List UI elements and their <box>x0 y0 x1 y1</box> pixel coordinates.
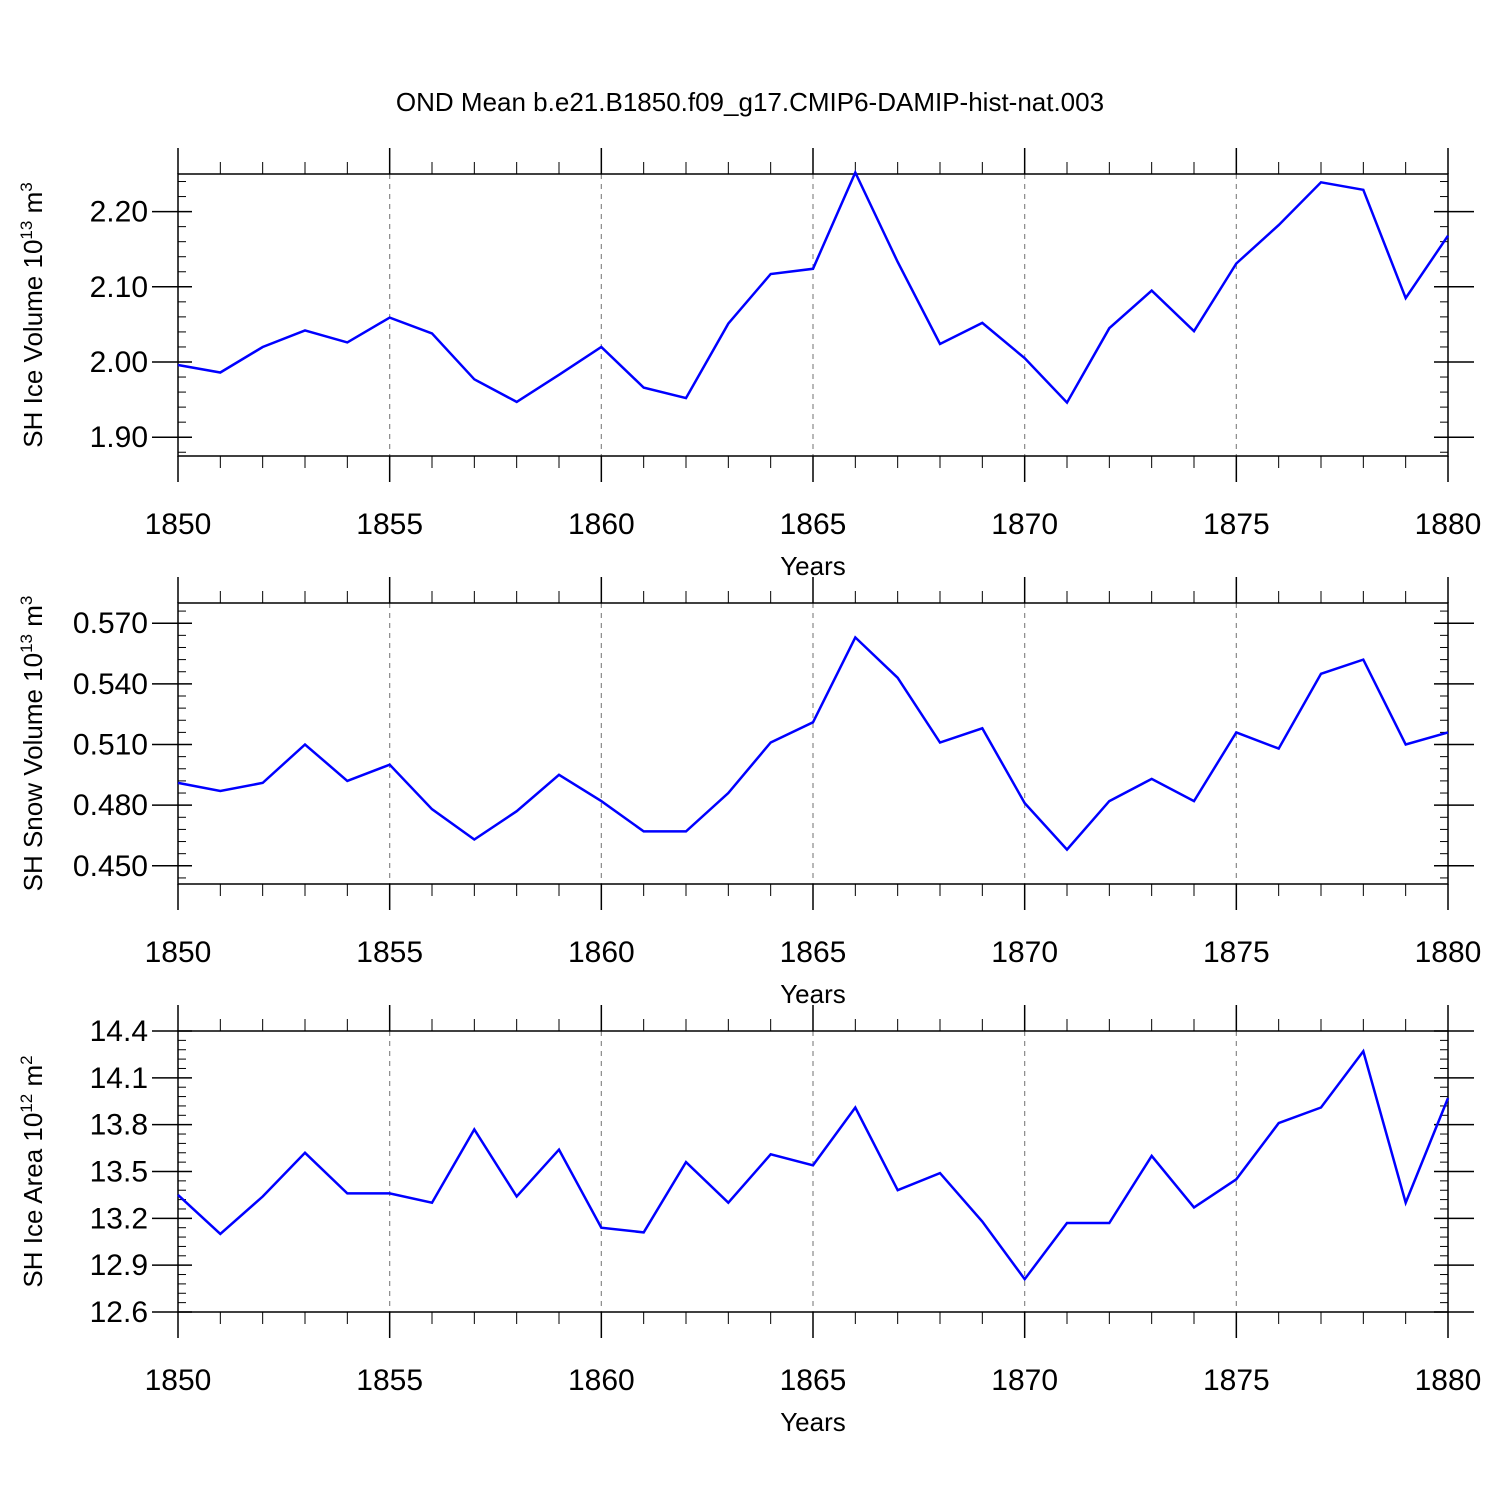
chart-title: OND Mean b.e21.B1850.f09_g17.CMIP6-DAMIP… <box>396 87 1104 117</box>
series-line <box>177 1048 1450 1282</box>
x-tick-label: 1855 <box>356 1364 423 1397</box>
x-tick-label: 1850 <box>145 1364 212 1397</box>
plot-frame <box>177 1030 1449 1313</box>
y-tick-label: 14.1 <box>90 1062 148 1095</box>
y-tick-label: 0.570 <box>73 607 148 640</box>
x-tick-label: 1875 <box>1203 1364 1270 1397</box>
plot-frame <box>177 173 1449 457</box>
x-tick-label: 1870 <box>991 936 1058 969</box>
x-axis-title: Years <box>780 979 846 1009</box>
series-line <box>177 169 1450 405</box>
x-tick-label: 1850 <box>145 508 212 541</box>
x-tick-label: 1855 <box>356 936 423 969</box>
y-tick-label: 1.90 <box>90 421 148 454</box>
series-line <box>177 635 1449 852</box>
y-tick-label: 14.4 <box>90 1015 148 1048</box>
x-tick-label: 1880 <box>1415 1364 1482 1397</box>
x-axis-title: Years <box>780 551 846 581</box>
chart-panels: 1.90 2.00 2.10 2.20 1850 1855 1860 1865 1870 1875… <box>17 148 1481 1437</box>
x-tick-label: 1860 <box>568 1364 635 1397</box>
x-tick-label: 1865 <box>780 936 847 969</box>
x-tick-label: 1875 <box>1203 508 1270 541</box>
x-tick-label: 1860 <box>568 508 635 541</box>
y-axis-title: SH Ice Volume 1013 m3 <box>17 182 48 447</box>
x-axis-title: Years <box>780 1407 846 1437</box>
panel-2: 0.450 0.480 0.510 0.540 0.570 1850 1855 1860 186… <box>17 577 1481 1009</box>
x-tick-label: 1865 <box>780 508 847 541</box>
y-tick-label: 2.10 <box>90 271 148 304</box>
y-tick-label: 2.00 <box>90 346 148 379</box>
x-tick-label: 1880 <box>1415 936 1482 969</box>
y-tick-label: 13.2 <box>90 1202 148 1235</box>
y-axis-title: SH Snow Volume 1013 m3 <box>17 596 48 892</box>
x-tick-label: 1865 <box>780 1364 847 1397</box>
y-tick-label: 13.8 <box>90 1109 148 1142</box>
x-tick-label: 1875 <box>1203 936 1270 969</box>
y-tick-label: 12.6 <box>90 1296 148 1329</box>
y-tick-label: 12.9 <box>90 1249 148 1282</box>
x-tick-label: 1880 <box>1415 508 1482 541</box>
y-tick-label: 2.20 <box>90 196 148 229</box>
y-tick-label: 0.510 <box>73 729 148 762</box>
y-axis-title: SH Ice Area 1012 m2 <box>17 1055 48 1287</box>
x-tick-label: 1855 <box>356 508 423 541</box>
y-tick-label: 0.540 <box>73 668 148 701</box>
y-tick-label: 13.5 <box>90 1156 148 1189</box>
plot-frame <box>177 602 1449 885</box>
y-tick-label: 0.480 <box>73 789 148 822</box>
x-tick-label: 1850 <box>145 936 212 969</box>
y-tick-label: 0.450 <box>73 850 148 883</box>
panel-1: 1.90 2.00 2.10 2.20 1850 1855 1860 1865 1870 1875… <box>17 148 1481 581</box>
panel-3: 12.6 12.9 13.2 13.5 13.8 14.1 14.4 1850 1855 1860… <box>17 1005 1481 1437</box>
x-tick-label: 1870 <box>991 508 1058 541</box>
x-tick-label: 1860 <box>568 936 635 969</box>
x-tick-label: 1870 <box>991 1364 1058 1397</box>
